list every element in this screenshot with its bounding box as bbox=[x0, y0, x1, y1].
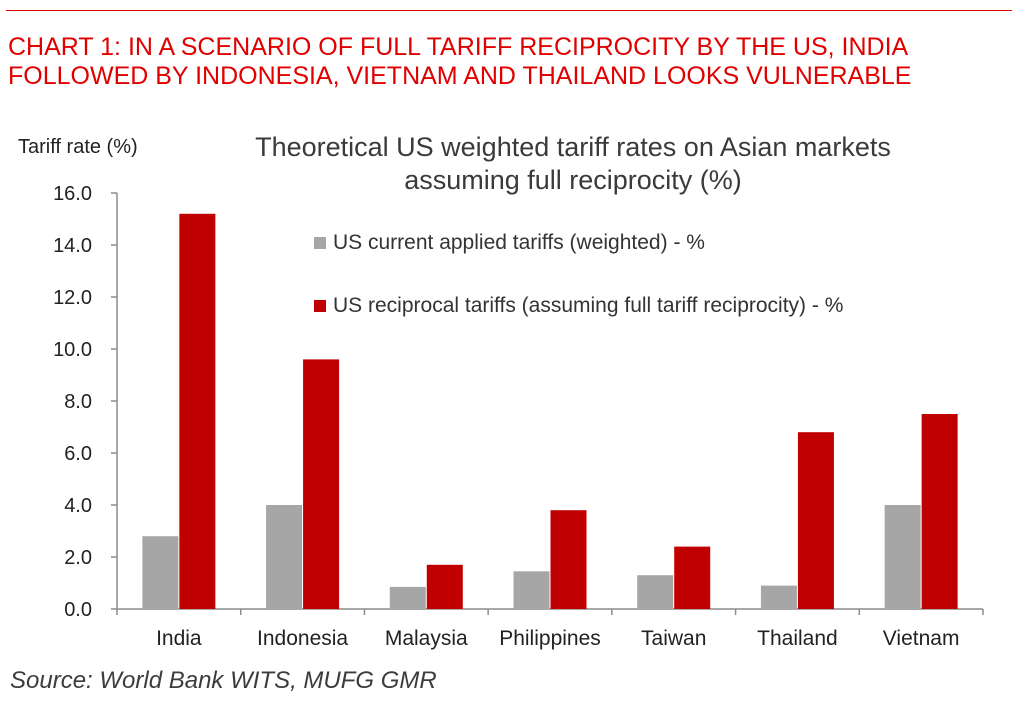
bar-current-philippines bbox=[513, 571, 550, 609]
bar-reciprocal-vietnam bbox=[921, 414, 958, 609]
x-tick-label: Philippines bbox=[499, 627, 601, 650]
x-tick-label: Malaysia bbox=[385, 627, 468, 650]
legend-swatch bbox=[314, 300, 326, 312]
headline: CHART 1: IN A SCENARIO OF FULL TARIFF RE… bbox=[8, 33, 1013, 91]
bar-reciprocal-philippines bbox=[550, 510, 587, 609]
bar-current-vietnam bbox=[884, 505, 921, 609]
source-note: Source: World Bank WITS, MUFG GMR bbox=[10, 667, 437, 694]
headline-line-1: CHART 1: IN A SCENARIO OF FULL TARIFF RE… bbox=[8, 33, 909, 61]
bar-reciprocal-thailand bbox=[797, 432, 834, 609]
bar-reciprocal-india bbox=[179, 213, 216, 610]
bar-reciprocal-malaysia bbox=[426, 564, 463, 609]
x-tick-label: India bbox=[156, 627, 202, 650]
bar-current-indonesia bbox=[266, 505, 303, 609]
bar-current-malaysia bbox=[389, 586, 426, 609]
y-tick-label: 2.0 bbox=[64, 547, 92, 569]
bar-current-india bbox=[142, 536, 179, 609]
chart-title-line-2: assuming full reciprocity (%) bbox=[404, 165, 742, 195]
y-tick-label: 8.0 bbox=[64, 391, 92, 413]
legend-label: US current applied tariffs (weighted) - … bbox=[333, 231, 705, 254]
legend-swatch bbox=[314, 237, 326, 249]
x-tick-label: Indonesia bbox=[257, 627, 348, 650]
y-tick-label: 12.0 bbox=[53, 287, 92, 309]
y-tick-label: 16.0 bbox=[53, 183, 92, 205]
x-tick-label: Thailand bbox=[757, 627, 838, 650]
y-tick-label: 10.0 bbox=[53, 339, 92, 361]
bar-reciprocal-indonesia bbox=[303, 359, 340, 609]
y-tick-label: 14.0 bbox=[53, 235, 92, 257]
y-tick-label: 6.0 bbox=[64, 443, 92, 465]
y-tick-label: 0.0 bbox=[64, 599, 92, 621]
headline-line-2: FOLLOWED BY INDONESIA, VIETNAM AND THAIL… bbox=[8, 62, 912, 90]
legend-label: US reciprocal tariffs (assuming full tar… bbox=[333, 294, 843, 317]
y-axis-label: Tariff rate (%) bbox=[18, 136, 138, 158]
x-tick-label: Taiwan bbox=[641, 627, 706, 650]
bar-current-taiwan bbox=[637, 575, 674, 609]
x-tick-label: Vietnam bbox=[883, 627, 960, 650]
bar-reciprocal-taiwan bbox=[674, 546, 711, 609]
top-rule bbox=[6, 10, 1012, 11]
y-tick-label: 4.0 bbox=[64, 495, 92, 517]
chart-title-line-1: Theoretical US weighted tariff rates on … bbox=[255, 132, 891, 162]
bar-current-thailand bbox=[760, 585, 797, 609]
